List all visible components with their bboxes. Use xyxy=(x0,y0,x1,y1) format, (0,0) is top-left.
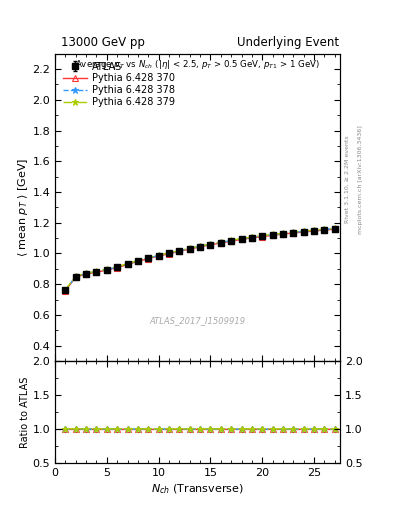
Pythia 6.428 379 xyxy=(281,230,285,236)
Pythia 6.428 379 xyxy=(322,226,327,232)
Pythia 6.428 379 xyxy=(136,258,140,264)
Pythia 6.428 378 xyxy=(73,273,78,280)
Pythia 6.428 379 xyxy=(63,287,68,293)
Pythia 6.428 370 xyxy=(146,255,151,262)
Pythia 6.428 379 xyxy=(239,236,244,242)
Pythia 6.428 370 xyxy=(229,238,233,244)
Pythia 6.428 370 xyxy=(125,262,130,268)
Pythia 6.428 379 xyxy=(260,232,264,239)
Pythia 6.428 378 xyxy=(229,238,233,244)
Pythia 6.428 378 xyxy=(105,266,109,272)
Pythia 6.428 370 xyxy=(94,269,99,275)
Pythia 6.428 370 xyxy=(301,229,306,235)
Pythia 6.428 379 xyxy=(73,273,78,279)
Line: Pythia 6.428 379: Pythia 6.428 379 xyxy=(62,225,338,293)
Pythia 6.428 370 xyxy=(239,237,244,243)
Pythia 6.428 378 xyxy=(291,229,296,236)
Pythia 6.428 379 xyxy=(115,264,119,270)
Pythia 6.428 370 xyxy=(291,230,296,236)
Pythia 6.428 378 xyxy=(219,239,223,245)
Pythia 6.428 378 xyxy=(208,241,213,247)
Pythia 6.428 378 xyxy=(198,243,202,249)
Pythia 6.428 378 xyxy=(146,255,151,261)
Pythia 6.428 379 xyxy=(229,237,233,243)
Pythia 6.428 378 xyxy=(177,248,182,254)
Text: Average $p_T$ vs $N_{ch}$ ($|\eta|$ < 2.5, $p_T$ > 0.5 GeV, $p_{T1}$ > 1 GeV): Average $p_T$ vs $N_{ch}$ ($|\eta|$ < 2.… xyxy=(75,58,320,71)
Pythia 6.428 379 xyxy=(291,229,296,235)
Y-axis label: Ratio to ATLAS: Ratio to ATLAS xyxy=(20,376,29,448)
Pythia 6.428 379 xyxy=(312,227,316,233)
Pythia 6.428 378 xyxy=(156,252,161,259)
Pythia 6.428 378 xyxy=(94,268,99,274)
Pythia 6.428 378 xyxy=(136,258,140,264)
Pythia 6.428 370 xyxy=(177,248,182,254)
Pythia 6.428 378 xyxy=(84,270,88,276)
Pythia 6.428 370 xyxy=(322,227,327,233)
Pythia 6.428 379 xyxy=(208,241,213,247)
Pythia 6.428 379 xyxy=(301,228,306,234)
Pythia 6.428 379 xyxy=(105,266,109,272)
Pythia 6.428 379 xyxy=(167,250,171,256)
Pythia 6.428 370 xyxy=(105,267,109,273)
Line: Pythia 6.428 370: Pythia 6.428 370 xyxy=(62,226,338,293)
Pythia 6.428 378 xyxy=(332,225,337,231)
Pythia 6.428 379 xyxy=(187,245,192,251)
Pythia 6.428 378 xyxy=(125,261,130,267)
Pythia 6.428 370 xyxy=(198,244,202,250)
Pythia 6.428 379 xyxy=(270,231,275,238)
Pythia 6.428 379 xyxy=(146,254,151,261)
Pythia 6.428 378 xyxy=(63,287,68,293)
Pythia 6.428 378 xyxy=(187,245,192,251)
Pythia 6.428 379 xyxy=(156,252,161,258)
Pythia 6.428 370 xyxy=(73,274,78,280)
Pythia 6.428 370 xyxy=(312,228,316,234)
Pythia 6.428 379 xyxy=(198,243,202,249)
Pythia 6.428 370 xyxy=(115,265,119,271)
Line: Pythia 6.428 378: Pythia 6.428 378 xyxy=(62,225,338,293)
Y-axis label: $\langle$ mean $p_T$ $\rangle$ [GeV]: $\langle$ mean $p_T$ $\rangle$ [GeV] xyxy=(15,158,29,257)
Pythia 6.428 379 xyxy=(250,234,254,240)
Pythia 6.428 379 xyxy=(219,239,223,245)
Text: Underlying Event: Underlying Event xyxy=(237,36,339,49)
Pythia 6.428 370 xyxy=(332,226,337,232)
Pythia 6.428 370 xyxy=(63,288,68,294)
Pythia 6.428 370 xyxy=(281,231,285,237)
Pythia 6.428 370 xyxy=(136,259,140,265)
Pythia 6.428 379 xyxy=(177,247,182,253)
Text: ATLAS_2017_I1509919: ATLAS_2017_I1509919 xyxy=(149,316,246,326)
Pythia 6.428 378 xyxy=(167,250,171,256)
Pythia 6.428 378 xyxy=(281,230,285,237)
Pythia 6.428 370 xyxy=(208,242,213,248)
Pythia 6.428 379 xyxy=(94,268,99,274)
Pythia 6.428 378 xyxy=(312,227,316,233)
Pythia 6.428 378 xyxy=(115,264,119,270)
Pythia 6.428 379 xyxy=(332,225,337,231)
Pythia 6.428 378 xyxy=(301,228,306,234)
Pythia 6.428 370 xyxy=(167,251,171,257)
Text: mcplots.cern.ch [arXiv:1306.3436]: mcplots.cern.ch [arXiv:1306.3436] xyxy=(358,125,363,233)
Pythia 6.428 370 xyxy=(187,246,192,252)
Pythia 6.428 370 xyxy=(219,240,223,246)
X-axis label: $N_{ch}$ (Transverse): $N_{ch}$ (Transverse) xyxy=(151,482,244,496)
Pythia 6.428 370 xyxy=(84,271,88,277)
Pythia 6.428 370 xyxy=(270,232,275,239)
Pythia 6.428 370 xyxy=(260,233,264,240)
Pythia 6.428 379 xyxy=(125,261,130,267)
Pythia 6.428 378 xyxy=(260,233,264,239)
Pythia 6.428 370 xyxy=(250,235,254,241)
Text: 13000 GeV pp: 13000 GeV pp xyxy=(61,36,145,49)
Pythia 6.428 370 xyxy=(156,253,161,259)
Pythia 6.428 378 xyxy=(239,236,244,242)
Pythia 6.428 378 xyxy=(250,234,254,241)
Pythia 6.428 379 xyxy=(84,270,88,276)
Pythia 6.428 378 xyxy=(270,231,275,238)
Pythia 6.428 378 xyxy=(322,226,327,232)
Legend: ATLAS, Pythia 6.428 370, Pythia 6.428 378, Pythia 6.428 379: ATLAS, Pythia 6.428 370, Pythia 6.428 37… xyxy=(60,58,178,110)
Text: Rivet 3.1.10, ≥ 2.2M events: Rivet 3.1.10, ≥ 2.2M events xyxy=(345,135,350,223)
